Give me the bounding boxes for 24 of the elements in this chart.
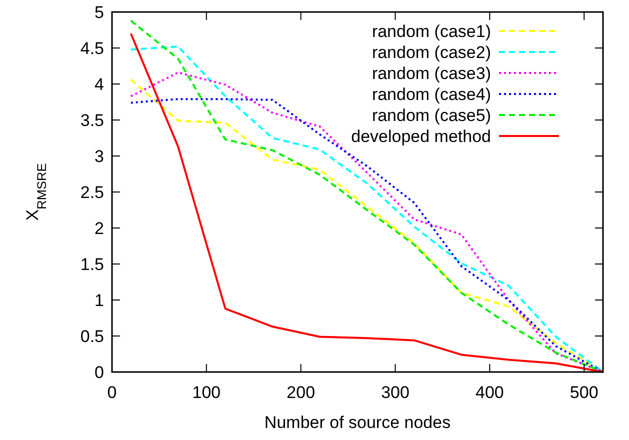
x-tick-label: 400 (476, 383, 504, 402)
legend-label: random (case5) (372, 106, 491, 125)
y-tick-label: 4.5 (80, 38, 104, 58)
y-tick-label: 3.5 (80, 110, 104, 130)
x-axis-title: Number of source nodes (264, 413, 451, 432)
legend-label: random (case4) (372, 84, 491, 104)
legend-label: random (case1) (372, 22, 491, 41)
legend-label: developed method (351, 126, 491, 146)
x-tick-label: 500 (570, 383, 598, 402)
y-tick-label: 1.5 (80, 254, 104, 274)
x-tick-label: 200 (286, 383, 316, 402)
x-tick-label: 300 (381, 383, 410, 402)
legend-label: random (case2) (372, 42, 491, 62)
y-tick-label: 5 (94, 2, 104, 22)
y-tick-label: 3 (94, 146, 104, 166)
legend-label: random (case3) (372, 64, 491, 83)
x-tick-label: 0 (107, 383, 117, 402)
y-tick-label: 1 (94, 290, 104, 310)
x-tick-label: 100 (192, 383, 221, 402)
y-tick-label: 0 (94, 362, 104, 382)
y-tick-label: 2 (94, 218, 104, 238)
y-tick-label: 2.5 (80, 182, 104, 202)
y-tick-label: 4 (94, 74, 104, 94)
y-tick-label: 0.5 (80, 326, 104, 346)
